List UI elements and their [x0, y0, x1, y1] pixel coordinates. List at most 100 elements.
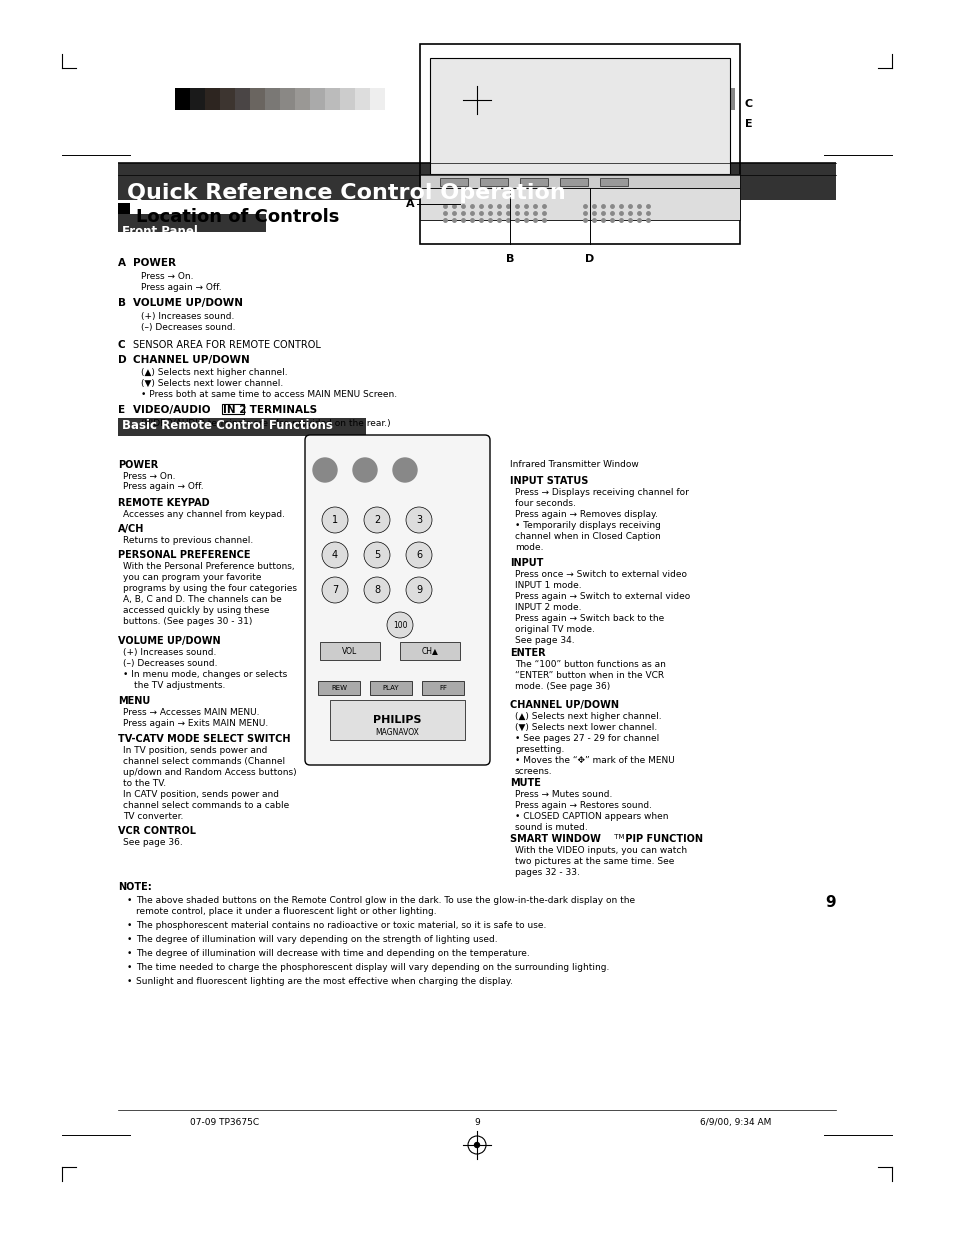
Text: Basic Remote Control Functions: Basic Remote Control Functions: [122, 419, 333, 432]
Text: (▲) Selects next higher channel.: (▲) Selects next higher channel.: [515, 713, 661, 721]
Text: CHANNEL UP/DOWN: CHANNEL UP/DOWN: [510, 700, 618, 710]
Bar: [355, 88, 370, 110]
Text: INPUT 2 mode.: INPUT 2 mode.: [515, 603, 581, 613]
Bar: [310, 88, 325, 110]
Circle shape: [393, 458, 416, 482]
Text: With the VIDEO inputs, you can watch: With the VIDEO inputs, you can watch: [515, 846, 686, 855]
Text: SENSOR AREA FOR REMOTE CONTROL: SENSOR AREA FOR REMOTE CONTROL: [132, 340, 320, 350]
Bar: [659, 88, 675, 110]
Text: (▲) Selects next higher channel.: (▲) Selects next higher channel.: [141, 368, 287, 377]
Text: With the Personal Preference buttons,: With the Personal Preference buttons,: [123, 562, 294, 571]
Text: VCR CONTROL: VCR CONTROL: [118, 826, 195, 836]
Bar: [519, 178, 547, 186]
Text: INPUT: INPUT: [510, 558, 543, 568]
Text: Press → Displays receiving channel for: Press → Displays receiving channel for: [515, 488, 688, 496]
Text: D: D: [118, 354, 127, 366]
Text: E: E: [118, 405, 125, 415]
Text: Returns to previous channel.: Returns to previous channel.: [123, 536, 253, 545]
Text: four seconds.: four seconds.: [515, 499, 576, 508]
Text: D: D: [585, 254, 594, 264]
Text: The “100” button functions as an: The “100” button functions as an: [515, 659, 665, 669]
Text: 100: 100: [393, 620, 407, 630]
Text: two pictures at the same time. See: two pictures at the same time. See: [515, 857, 674, 866]
Text: Location of Controls: Location of Controls: [136, 207, 339, 226]
Bar: [319, 642, 379, 659]
Text: MAGNAVOX: MAGNAVOX: [375, 727, 419, 736]
Text: Press again → Off.: Press again → Off.: [123, 482, 203, 492]
Circle shape: [474, 98, 479, 103]
Text: POWER: POWER: [132, 258, 175, 268]
Text: IN 2: IN 2: [223, 405, 246, 415]
Text: Press again → Switch back to the: Press again → Switch back to the: [515, 614, 663, 622]
Text: (–) Decreases sound.: (–) Decreases sound.: [141, 324, 235, 332]
Text: NOTE:: NOTE:: [118, 882, 152, 892]
Text: (▼) Selects next lower channel.: (▼) Selects next lower channel.: [141, 379, 283, 388]
Bar: [419, 44, 740, 245]
Text: screens.: screens.: [515, 767, 552, 776]
Text: accessed quickly by using these: accessed quickly by using these: [123, 606, 269, 615]
Text: Press again → Exits MAIN MENU.: Press again → Exits MAIN MENU.: [123, 719, 268, 727]
Text: channel select commands (Channel: channel select commands (Channel: [123, 757, 285, 766]
Text: Press → Mutes sound.: Press → Mutes sound.: [515, 790, 612, 799]
Text: Press again → Restores sound.: Press again → Restores sound.: [515, 802, 651, 810]
Text: 9: 9: [416, 585, 421, 595]
Text: you can program your favorite: you can program your favorite: [123, 573, 261, 582]
Bar: [419, 174, 740, 188]
Text: FF: FF: [438, 685, 447, 692]
Text: MUTE: MUTE: [510, 778, 540, 788]
FancyBboxPatch shape: [305, 435, 490, 764]
Circle shape: [406, 542, 432, 568]
Bar: [421, 680, 463, 695]
Text: 8: 8: [374, 585, 379, 595]
Bar: [330, 700, 464, 740]
Text: • See pages 27 - 29 for channel: • See pages 27 - 29 for channel: [515, 734, 659, 743]
Text: A/CH: A/CH: [118, 524, 144, 534]
Circle shape: [387, 613, 413, 638]
Bar: [250, 88, 265, 110]
Bar: [118, 214, 266, 232]
Bar: [689, 88, 704, 110]
Text: Press once → Switch to external video: Press once → Switch to external video: [515, 571, 686, 579]
Text: A: A: [406, 199, 415, 209]
Bar: [317, 680, 359, 695]
Bar: [385, 88, 399, 110]
Bar: [118, 203, 130, 215]
Bar: [419, 188, 740, 220]
Text: 5: 5: [374, 550, 379, 559]
Bar: [325, 88, 339, 110]
Text: (▼) Selects next lower channel.: (▼) Selects next lower channel.: [515, 722, 657, 732]
Text: Press → Accesses MAIN MENU.: Press → Accesses MAIN MENU.: [123, 708, 259, 718]
Text: •: •: [127, 963, 132, 972]
Text: PLAY: PLAY: [382, 685, 399, 692]
Text: 2: 2: [374, 515, 379, 525]
Circle shape: [406, 508, 432, 534]
Circle shape: [322, 508, 348, 534]
Bar: [430, 58, 729, 174]
Text: REMOTE KEYPAD: REMOTE KEYPAD: [118, 498, 210, 508]
Text: •: •: [127, 977, 132, 986]
Circle shape: [406, 577, 432, 603]
Text: TERMINALS: TERMINALS: [246, 405, 316, 415]
Bar: [222, 404, 244, 414]
Text: The degree of illumination will vary depending on the strength of lighting used.: The degree of illumination will vary dep…: [136, 935, 497, 944]
Text: “ENTER” button when in the VCR: “ENTER” button when in the VCR: [515, 671, 663, 680]
Bar: [720, 88, 734, 110]
Bar: [339, 88, 355, 110]
Text: 9: 9: [824, 895, 835, 910]
Text: CH▲: CH▲: [421, 646, 438, 656]
Text: Front Panel: Front Panel: [122, 225, 197, 238]
Bar: [704, 88, 720, 110]
Text: mode.: mode.: [515, 543, 543, 552]
Text: See page 34.: See page 34.: [515, 636, 574, 645]
Text: remote control, place it under a fluorescent light or other lighting.: remote control, place it under a fluores…: [136, 906, 436, 916]
Circle shape: [474, 1142, 479, 1147]
Text: 6: 6: [416, 550, 421, 559]
Text: (VIDEO/AUDIO terminals are also provided on the rear.): (VIDEO/AUDIO terminals are also provided…: [141, 419, 390, 429]
Bar: [675, 88, 689, 110]
Bar: [479, 178, 507, 186]
Text: TV converter.: TV converter.: [123, 811, 183, 821]
Bar: [220, 88, 234, 110]
Text: original TV mode.: original TV mode.: [515, 625, 595, 634]
Text: POWER: POWER: [118, 459, 158, 471]
Text: • In menu mode, changes or selects: • In menu mode, changes or selects: [123, 671, 287, 679]
